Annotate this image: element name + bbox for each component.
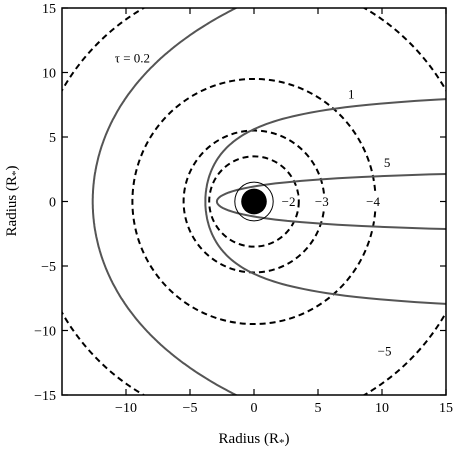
solid-contour-label-1: 5 (384, 155, 391, 170)
dashed-contour-label-4: −5 (378, 343, 392, 358)
x-tick-label: 10 (375, 401, 389, 416)
y-tick-label: −10 (34, 325, 56, 340)
dashed-contour-label-1-bg (279, 193, 298, 209)
y-tick-label: 10 (42, 67, 56, 82)
dashed-contour-label-2: −3 (315, 194, 329, 209)
dashed-contour-label-2-bg (312, 193, 331, 209)
x-tick-label: 0 (251, 401, 258, 416)
x-tick-label: 5 (315, 401, 322, 416)
inner-circle (234, 181, 274, 222)
y-tick-label: 5 (49, 131, 56, 146)
x-tick-label: −5 (183, 401, 198, 416)
solid-contour-label-2-bg (346, 86, 357, 102)
solid-contour-label-2: 1 (348, 87, 355, 102)
dashed-contour-4 (62, 8, 446, 395)
dashed-contour-1 (208, 155, 300, 248)
y-axis-label: Radius (R*) (4, 166, 22, 237)
dashed-contour-label-3: −4 (366, 194, 380, 209)
solid-contour-label-3-bg (112, 50, 153, 66)
x-axis-label: Radius (R*) (219, 431, 290, 449)
y-tick-label: −5 (41, 260, 56, 275)
solid-contour-label-3: τ = 0.2 (115, 51, 150, 66)
contour-layer (62, 8, 446, 395)
solid-contour-2 (204, 98, 446, 305)
dashed-contour-label-1: −2 (282, 194, 296, 209)
y-tick-label: −15 (34, 389, 56, 404)
star-disk (241, 188, 267, 215)
solid-contour-3 (91, 8, 239, 395)
x-tick-label: 15 (439, 401, 453, 416)
dashed-contour-label-4-bg (375, 343, 394, 359)
y-tick-label: 0 (49, 196, 56, 211)
contour-labels: −2 −3 −4 −5 5 1 τ = 0.2 (112, 50, 394, 359)
x-tick-label: −10 (115, 401, 137, 416)
star-layer (234, 181, 274, 222)
solid-contour-label-1-bg (381, 155, 393, 171)
solid-contour-1 (215, 172, 446, 231)
dashed-contour-label-3-bg (364, 193, 383, 209)
y-tick-label: 15 (42, 2, 56, 17)
